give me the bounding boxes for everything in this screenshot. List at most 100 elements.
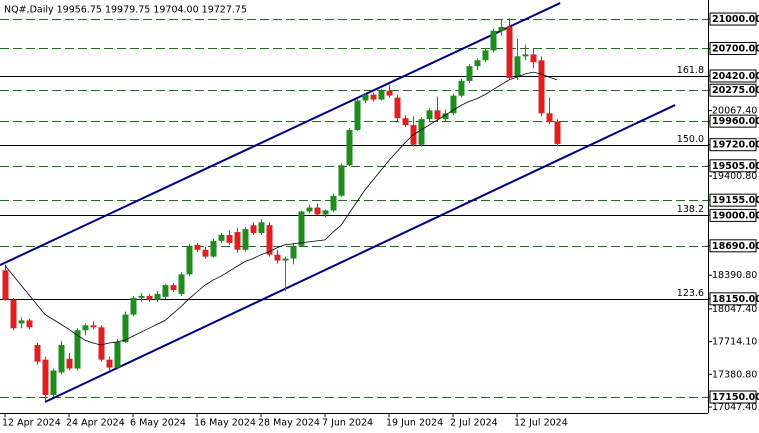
candle-body (306, 207, 313, 212)
candle-body (202, 249, 209, 257)
level-label-box (709, 292, 757, 306)
candle-body (338, 165, 345, 196)
candle-body (42, 359, 49, 396)
level-label-box (709, 138, 757, 152)
x-tick-label: 6 May 2024 (130, 418, 186, 429)
candle-body (490, 30, 497, 51)
y-tick-label: 17714.10 (712, 337, 757, 348)
candle-body (378, 90, 385, 100)
candle-body (370, 94, 377, 100)
candle-body (298, 211, 305, 246)
candle-body (482, 50, 489, 61)
candle-body (122, 314, 129, 343)
y-tick-label: 18690.00 (712, 241, 759, 252)
candle-body (106, 359, 113, 368)
candle-body (258, 222, 265, 234)
candle-body (242, 229, 249, 250)
plot-area: 161.8 150.0 138.2 123.6 (0, 2, 708, 403)
y-tick-label: 20420.00 (712, 71, 759, 82)
y-tick-label: 18150.00 (712, 294, 759, 305)
candle-body (514, 56, 521, 76)
y-tick-label: 19000.00 (712, 210, 759, 221)
candle-body (354, 100, 361, 130)
y-tick-label: 17047.40 (712, 402, 757, 413)
candle-body (138, 295, 145, 298)
candle-body (26, 320, 33, 328)
moving-average (4, 71, 558, 346)
candle-body (18, 320, 25, 324)
y-tick-label: 19720.00 (712, 140, 759, 151)
candle-body (330, 195, 337, 211)
candle-body (498, 26, 505, 31)
candle-body (426, 110, 433, 120)
candle-body (66, 358, 73, 369)
level-label-box (709, 239, 757, 253)
x-tick-label: 24 Apr 2024 (66, 418, 125, 429)
y-tick-label: 20067.40 (712, 106, 757, 117)
chart-title: NQ#,Daily 19956.75 19979.75 19704.00 197… (4, 5, 247, 16)
level-label-box (709, 69, 757, 83)
candle-body (506, 26, 513, 78)
x-tick-label: 7 Jun 2024 (322, 418, 373, 429)
candle-body (2, 270, 9, 300)
candle-body (322, 210, 329, 215)
candle-body (194, 244, 201, 250)
y-tick-label: 19155.00 (712, 195, 759, 206)
y-tick-label: 21000.00 (712, 14, 759, 25)
candle-body (474, 60, 481, 67)
y-tick-label: 20700.00 (712, 43, 759, 54)
y-tick-label: 18390.80 (712, 270, 757, 281)
candle-body (210, 240, 217, 257)
channel-line (44, 104, 676, 403)
candle-body (186, 245, 193, 275)
candle-body (458, 80, 465, 96)
channel-line (0, 2, 561, 266)
fib-label: 138.2 (677, 204, 704, 215)
y-tick-label: 19505.00 (712, 161, 759, 172)
x-tick-label: 12 Apr 2024 (2, 418, 61, 429)
x-tick-label: 12 Jul 2024 (514, 418, 568, 429)
candle-body (522, 54, 529, 57)
x-tick-label: 19 Jun 2024 (386, 418, 443, 429)
candle-body (50, 370, 57, 396)
candle-body (546, 113, 553, 123)
candle-body (466, 66, 473, 81)
candle-body (266, 225, 273, 255)
candle-body (314, 207, 321, 215)
candle-body (226, 235, 233, 243)
candle-body (146, 295, 153, 300)
candle-body (394, 97, 401, 119)
candle-body (554, 121, 561, 144)
level-label-box (709, 159, 757, 173)
candle-body (450, 95, 457, 114)
candle-body (418, 119, 425, 145)
level-label-box (709, 83, 757, 97)
candle-body (90, 325, 97, 328)
x-tick-label: 2 Jul 2024 (450, 418, 498, 429)
candle-body (234, 232, 241, 250)
y-tick-label: 18047.40 (712, 304, 757, 315)
candle-body (98, 327, 105, 360)
candle-body (162, 285, 169, 297)
candle-body (362, 94, 369, 101)
level-label-box (709, 114, 757, 128)
candle-body (218, 235, 225, 241)
y-tick-label: 20275.00 (712, 85, 759, 96)
level-label-box (709, 193, 757, 207)
candle-body (274, 254, 281, 261)
y-tick-label: 19400.80 (712, 171, 757, 182)
y-tick-label: 19960.00 (712, 116, 759, 127)
y-tick-label: 17380.80 (712, 369, 757, 380)
candle-body (434, 110, 441, 120)
candle-body (538, 60, 545, 114)
fib-label: 161.8 (677, 65, 704, 76)
candle-body (386, 90, 393, 96)
candle-body (282, 258, 289, 261)
fib-label: 123.6 (677, 288, 704, 299)
candle-body (290, 245, 297, 259)
x-tick-label: 28 May 2024 (258, 418, 320, 429)
y-tick-label: 17150.00 (712, 392, 759, 403)
fib-label: 150.0 (677, 134, 704, 145)
